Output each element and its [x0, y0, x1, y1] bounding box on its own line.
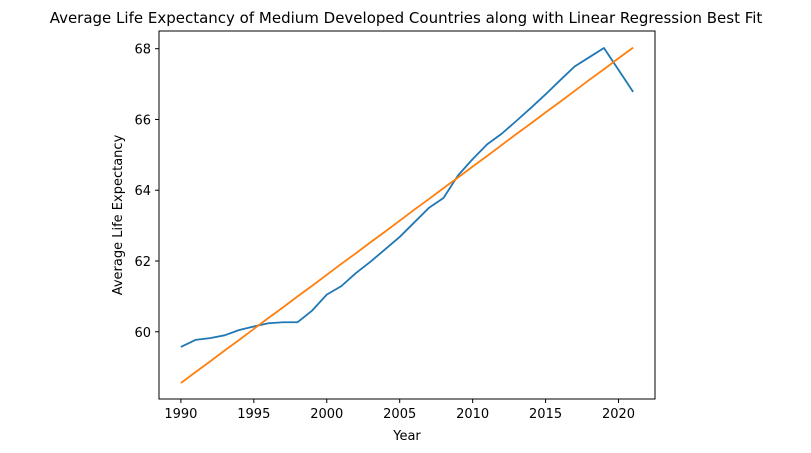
regression-fit-line — [180, 46, 634, 384]
x-tick-label: 2000 — [310, 407, 343, 422]
x-tick-label: 1990 — [164, 407, 197, 422]
y-tick-label: 68 — [134, 43, 151, 58]
x-tick-label: 2020 — [602, 407, 635, 422]
x-tick-label: 2015 — [529, 407, 562, 422]
y-tick-label: 66 — [134, 113, 151, 128]
y-tick-label: 60 — [134, 326, 151, 341]
y-axis: 60 62 64 66 68 — [134, 43, 159, 341]
x-tick-label: 1995 — [237, 407, 270, 422]
x-axis: 1990 1995 2000 2005 2010 2015 2020 — [164, 399, 635, 422]
y-tick-label: 62 — [134, 255, 151, 270]
y-tick-label: 64 — [134, 184, 151, 199]
plot-area-frame — [158, 30, 656, 400]
chart-title: Average Life Expectancy of Medium Develo… — [50, 9, 763, 27]
series-group — [180, 46, 634, 384]
y-axis-label: Average Life Expectancy — [111, 134, 126, 295]
x-axis-label: Year — [392, 429, 421, 444]
life-expectancy-series-line — [180, 47, 634, 348]
x-tick-label: 2010 — [456, 407, 489, 422]
x-tick-label: 2005 — [383, 407, 416, 422]
